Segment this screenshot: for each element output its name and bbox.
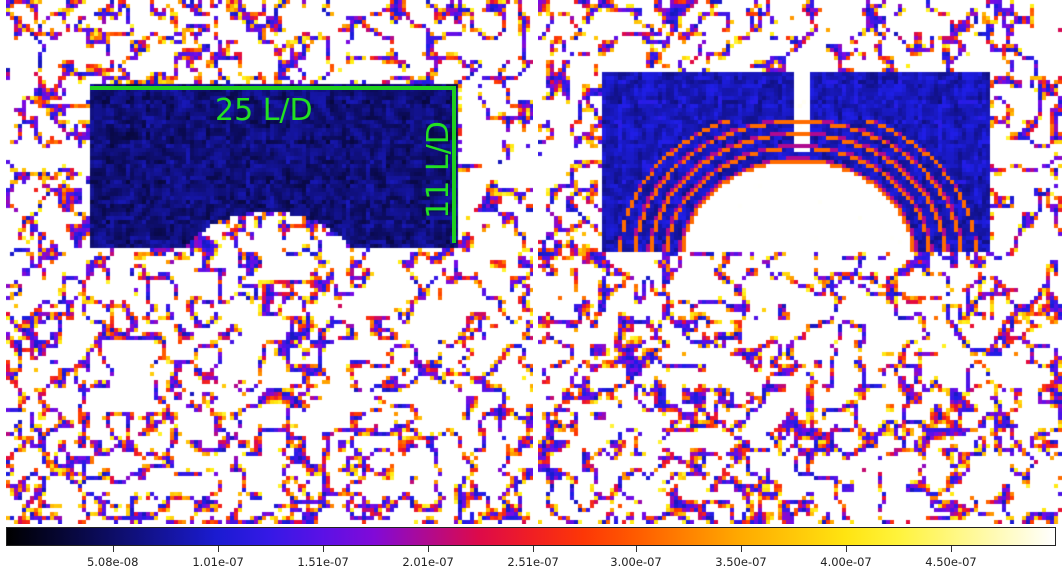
colorbar-tick [428,546,430,552]
colorbar-tick [951,546,952,552]
left-intensity-image: 25 L/D 11 L/D [6,0,533,524]
colorbar-tick-label: 5.08e-08 [86,555,139,569]
colorbar-tick [846,546,847,552]
colorbar-tick [636,546,637,552]
left-speckle-map [6,0,533,524]
colorbar-tick-label: 1.51e-07 [297,555,349,569]
colorbar-tick [533,546,535,552]
colorbar-tick-label: 4.50e-07 [925,555,977,569]
right-speckle-map [538,0,1062,524]
right-intensity-image [538,0,1062,524]
colorbar-tick [218,546,220,552]
colorbar-ticks: 5.08e-08 1.01e-07 1.51e-07 2.01e-07 2.51e-07… [6,546,1056,574]
dark-hole-width-label: 25 L/D [215,93,313,128]
colorbar-tick-label: 2.51e-07 [507,555,559,569]
colorbar-tick-label: 1.01e-07 [192,555,244,569]
dark-hole-height-label: 11 L/D [421,121,456,219]
colorbar-tick [112,546,114,552]
colorbar-tick [741,546,742,552]
colorbar-tick [323,546,325,552]
colorbar-tick-label: 3.50e-07 [715,555,767,569]
colorbar-tick-label: 3.00e-07 [610,555,662,569]
colorbar [6,527,1056,546]
colorbar-tick-label: 4.00e-07 [820,555,872,569]
colorbar-tick-label: 2.01e-07 [402,555,454,569]
